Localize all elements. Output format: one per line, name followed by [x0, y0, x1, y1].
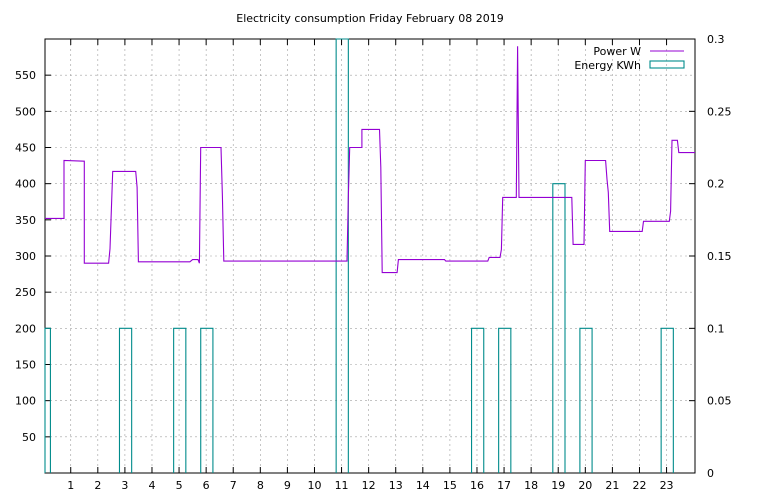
energy-bar: [498, 327, 512, 473]
energy-bar: [118, 327, 133, 473]
y-left-tick-label: 150: [15, 359, 36, 372]
x-tick-label: 9: [284, 479, 291, 492]
x-tick-label: 23: [660, 479, 674, 492]
y-right-tick-label: 0.3: [707, 33, 725, 46]
y-left-tick-label: 50: [22, 431, 36, 444]
power-line: [45, 46, 695, 274]
y-left-tick-label: 200: [15, 322, 36, 335]
energy-bar: [335, 38, 349, 473]
x-tick-label: 4: [148, 479, 155, 492]
x-tick-label: 8: [257, 479, 264, 492]
energy-bar: [44, 327, 51, 473]
x-tick-label: 13: [389, 479, 403, 492]
y-left-tick-label: 250: [15, 286, 36, 299]
x-tick-label: 1: [67, 479, 74, 492]
energy-bar: [660, 327, 674, 473]
x-tick-label: 14: [416, 479, 430, 492]
legend-power-label: Power W: [593, 45, 641, 58]
legend-energy-swatch: [649, 60, 685, 69]
y-right-tick-label: 0.15: [707, 250, 732, 263]
x-tick-label: 19: [551, 479, 565, 492]
x-tick-label: 21: [605, 479, 619, 492]
y-right-tick-label: 0: [707, 467, 714, 480]
y-axis-left: 50 100 150 200 250 300 350 400 450 500 550: [15, 69, 51, 444]
x-tick-label: 18: [524, 479, 538, 492]
energy-bar: [471, 327, 485, 473]
legend-energy-label: Energy KWh: [574, 59, 641, 72]
y-left-tick-label: 400: [15, 178, 36, 191]
x-tick-label: 17: [497, 479, 511, 492]
y-left-tick-label: 550: [15, 69, 36, 82]
y-left-tick-label: 350: [15, 214, 36, 227]
y-right-tick-label: 0.2: [707, 178, 725, 191]
x-tick-label: 22: [632, 479, 646, 492]
x-tick-label: 5: [176, 479, 183, 492]
energy-series: [44, 38, 674, 473]
x-tick-label: 10: [307, 479, 321, 492]
energy-bar: [579, 327, 593, 473]
y-left-tick-label: 300: [15, 250, 36, 263]
x-tick-label: 20: [578, 479, 592, 492]
y-right-tick-label: 0.1: [707, 322, 725, 335]
y-left-tick-label: 500: [15, 105, 36, 118]
x-tick-label: 2: [94, 479, 101, 492]
x-tick-label: 15: [443, 479, 457, 492]
chart-title: Electricity consumption Friday February …: [236, 12, 503, 25]
x-tick-label: 11: [335, 479, 349, 492]
grid: [45, 39, 695, 473]
x-axis: 1 2 3 4 5 6 7 8 9 10 11 12 13 14 15 16 17 18 19 20 21 22 23: [67, 39, 674, 492]
power-series: [45, 46, 695, 274]
x-tick-label: 12: [362, 479, 376, 492]
y-right-tick-label: 0.05: [707, 395, 732, 408]
x-tick-label: 7: [230, 479, 237, 492]
energy-bar: [173, 327, 187, 473]
energy-bar: [200, 327, 214, 473]
y-left-tick-label: 450: [15, 142, 36, 155]
x-tick-label: 16: [470, 479, 484, 492]
x-tick-label: 6: [203, 479, 210, 492]
y-right-tick-label: 0.25: [707, 105, 732, 118]
y-left-tick-label: 100: [15, 395, 36, 408]
x-tick-label: 3: [121, 479, 128, 492]
energy-bar: [552, 183, 566, 473]
y-axis-right: 0 0.05 0.1 0.15 0.2 0.25 0.3: [689, 33, 732, 480]
